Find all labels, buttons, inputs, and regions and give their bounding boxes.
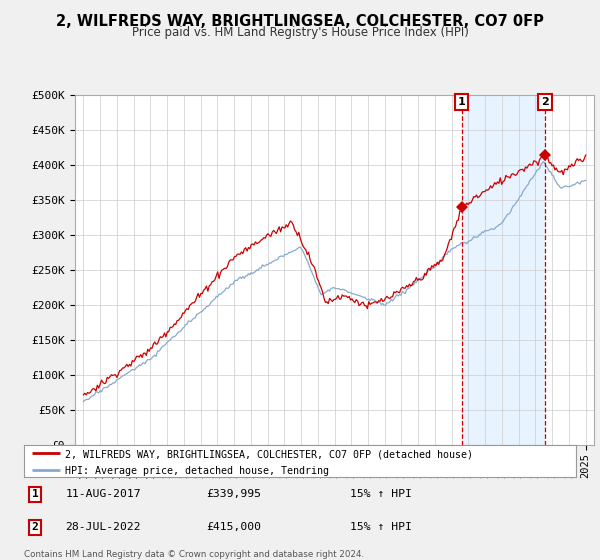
Text: 15% ↑ HPI: 15% ↑ HPI — [350, 489, 412, 500]
Text: £415,000: £415,000 — [206, 522, 261, 533]
Text: 2, WILFREDS WAY, BRIGHTLINGSEA, COLCHESTER, CO7 0FP: 2, WILFREDS WAY, BRIGHTLINGSEA, COLCHEST… — [56, 14, 544, 29]
Text: 28-JUL-2022: 28-JUL-2022 — [65, 522, 141, 533]
Text: 2, WILFREDS WAY, BRIGHTLINGSEA, COLCHESTER, CO7 0FP (detached house): 2, WILFREDS WAY, BRIGHTLINGSEA, COLCHEST… — [65, 449, 473, 459]
Bar — [462, 95, 545, 445]
Text: 1: 1 — [32, 489, 38, 500]
Text: 2: 2 — [541, 97, 549, 107]
Text: HPI: Average price, detached house, Tendring: HPI: Average price, detached house, Tend… — [65, 465, 329, 475]
Text: Price paid vs. HM Land Registry's House Price Index (HPI): Price paid vs. HM Land Registry's House … — [131, 26, 469, 39]
Text: 11-AUG-2017: 11-AUG-2017 — [65, 489, 141, 500]
Text: 15% ↑ HPI: 15% ↑ HPI — [350, 522, 412, 533]
Text: 1: 1 — [458, 97, 466, 107]
Text: £339,995: £339,995 — [206, 489, 261, 500]
Text: Contains HM Land Registry data © Crown copyright and database right 2024.
This d: Contains HM Land Registry data © Crown c… — [24, 550, 364, 560]
Text: 2: 2 — [32, 522, 38, 533]
